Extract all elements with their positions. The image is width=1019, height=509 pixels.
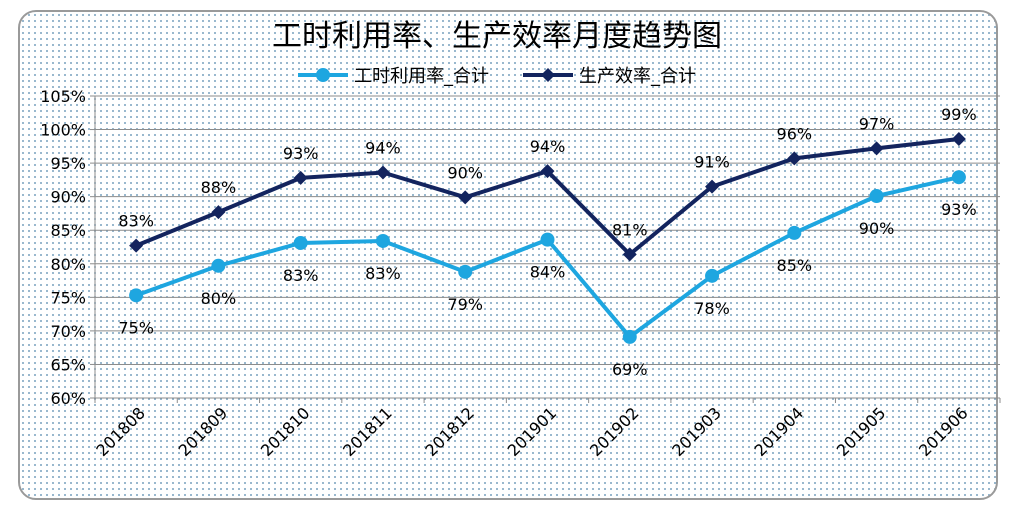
- data-label: 96%: [777, 124, 813, 143]
- data-point: [375, 233, 390, 248]
- data-point: [129, 288, 144, 303]
- data-point: [129, 238, 144, 253]
- data-label: 69%: [612, 360, 648, 379]
- data-label: 84%: [530, 263, 566, 282]
- legend-swatch-marker: [316, 68, 330, 82]
- data-labels: 75% 80% 83% 83% 79% 84% 69% 78% 85% 90% 93% 83% 88% 9…: [118, 105, 976, 379]
- data-point: [293, 170, 308, 185]
- data-label: 83%: [283, 266, 319, 285]
- data-label: 90%: [447, 163, 483, 182]
- data-label: 83%: [365, 264, 401, 283]
- legend-label: 工时利用率_合计: [354, 66, 489, 87]
- data-label: 97%: [859, 114, 895, 133]
- data-point: [951, 170, 966, 185]
- legend-label: 生产效率_合计: [579, 66, 696, 87]
- x-tick-label: 201902: [586, 403, 643, 460]
- y-tick-label: 70%: [50, 322, 86, 341]
- data-label: 93%: [941, 200, 977, 219]
- data-point: [787, 225, 802, 240]
- data-point: [622, 247, 637, 262]
- y-tick-label: 65%: [50, 355, 86, 374]
- data-point: [705, 268, 720, 283]
- data-point: [293, 235, 308, 250]
- x-tick-label: 201906: [915, 403, 972, 460]
- x-tick-label: 201903: [668, 403, 725, 460]
- data-label: 94%: [365, 139, 401, 158]
- data-point: [869, 188, 884, 203]
- y-tick-label: 95%: [50, 154, 86, 173]
- data-point: [211, 258, 226, 273]
- x-tick-label: 201810: [257, 403, 314, 460]
- data-label: 99%: [941, 105, 977, 124]
- y-axis-ticks: 60% 65% 70% 75% 80% 85% 90% 95% 100% 105%: [40, 87, 95, 408]
- data-label: 79%: [447, 295, 483, 314]
- data-point: [869, 141, 884, 156]
- data-label: 81%: [612, 220, 648, 239]
- data-point: [540, 232, 555, 247]
- x-tick-label: 201811: [339, 403, 396, 460]
- data-point: [458, 190, 473, 205]
- x-tick-label: 201901: [504, 403, 561, 460]
- data-label: 83%: [118, 212, 154, 231]
- data-label: 90%: [859, 219, 895, 238]
- data-point: [951, 131, 966, 146]
- x-tick-label: 201808: [92, 403, 149, 460]
- data-label: 94%: [530, 137, 566, 156]
- x-tick-label: 201905: [833, 403, 890, 460]
- x-tick-label: 201904: [751, 403, 808, 460]
- y-tick-label: 60%: [50, 389, 86, 408]
- x-axis-ticks: 201808 201809 201810 201811 201812 201901 2019…: [92, 398, 1001, 460]
- y-tick-label: 85%: [50, 221, 86, 240]
- data-label: 78%: [694, 299, 730, 318]
- data-label: 93%: [283, 144, 319, 163]
- data-point: [787, 151, 802, 166]
- legend-swatch-marker: [541, 68, 555, 82]
- y-tick-label: 100%: [40, 121, 86, 140]
- x-tick-label: 201812: [421, 403, 478, 460]
- series-line-0: [135, 175, 960, 339]
- data-label: 85%: [777, 256, 813, 275]
- legend: 工时利用率_合计 生产效率_合计: [298, 66, 696, 87]
- data-point: [622, 329, 637, 344]
- data-point: [375, 165, 390, 180]
- data-label: 91%: [694, 153, 730, 172]
- data-point: [705, 179, 720, 194]
- axes: [94, 96, 1000, 399]
- chart-title: 工时利用率、生产效率月度趋势图: [272, 19, 722, 54]
- x-tick-label: 201809: [175, 403, 232, 460]
- y-tick-label: 90%: [50, 188, 86, 207]
- y-tick-label: 75%: [50, 288, 86, 307]
- data-point: [458, 264, 473, 279]
- data-label: 75%: [118, 318, 154, 337]
- series-lines: [129, 131, 966, 344]
- y-tick-label: 105%: [40, 87, 86, 106]
- data-point: [211, 205, 226, 220]
- data-label: 88%: [201, 178, 237, 197]
- y-tick-label: 80%: [50, 255, 86, 274]
- data-point: [540, 164, 555, 179]
- data-label: 80%: [201, 289, 237, 308]
